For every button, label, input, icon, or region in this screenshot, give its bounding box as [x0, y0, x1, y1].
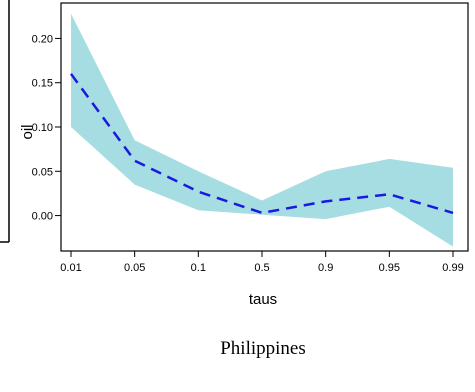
x-tick-label: 0.99 [442, 262, 463, 274]
chart-caption: Philippines [220, 338, 306, 359]
x-tick-label: 0.9 [318, 262, 333, 274]
y-tick-label: 0.20 [32, 33, 53, 45]
y-tick-label: 0.05 [32, 166, 53, 178]
y-tick-label: 0.10 [32, 122, 53, 134]
y-axis-label: oil [19, 124, 36, 139]
y-tick-label: 0.00 [32, 211, 53, 223]
y-tick-label: 0.15 [32, 78, 53, 90]
x-tick-label: 0.05 [124, 262, 145, 274]
y-axis-ticks: 0.00 0.05 0.10 0.15 0.20 [32, 33, 61, 223]
confidence-band [71, 13, 453, 247]
plot-frame [60, 2, 469, 252]
x-axis-ticks: 0.01 0.05 0.1 0.5 0.9 0.95 0.99 [60, 251, 464, 274]
x-tick-label: 0.5 [254, 262, 269, 274]
x-axis-label: taus [249, 291, 277, 308]
x-tick-label: 0.1 [191, 262, 206, 274]
x-tick-label: 0.95 [379, 262, 400, 274]
x-tick-label: 0.01 [60, 262, 81, 274]
